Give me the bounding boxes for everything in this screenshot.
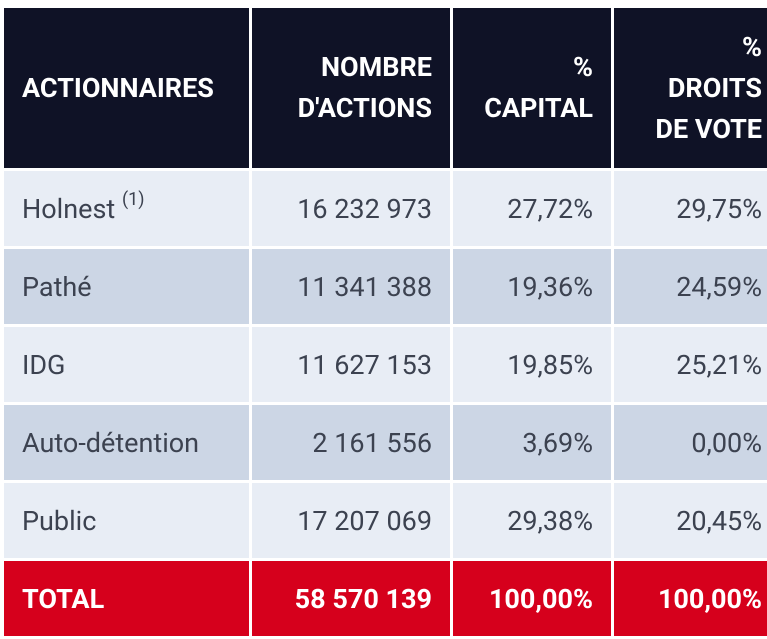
total-row: TOTAL 58 570 139 100,00% 100,00% bbox=[4, 561, 767, 636]
shareholder-name: Holnest bbox=[22, 192, 116, 225]
table-row: Auto-détention 2 161 556 3,69% 0,00% bbox=[4, 405, 767, 480]
header-share-count: NOMBRE D'ACTIONS bbox=[252, 8, 450, 168]
cell-share-count: 2 161 556 bbox=[252, 405, 450, 480]
table-row: Holnest (1) 16 232 973 27,72% 29,75% bbox=[4, 171, 767, 246]
cell-voting-rights: 25,21% bbox=[614, 327, 767, 402]
header-shareholders: ACTIONNAIRES bbox=[4, 8, 249, 168]
shareholders-table: ACTIONNAIRES NOMBRE D'ACTIONS % CAPITAL … bbox=[1, 5, 767, 639]
cell-capital: 19,36% bbox=[453, 249, 611, 324]
cell-share-count: 11 341 388 bbox=[252, 249, 450, 324]
header-voting-line2: DROITS bbox=[667, 71, 762, 104]
table-row: IDG 11 627 153 19,85% 25,21% bbox=[4, 327, 767, 402]
total-share-count: 58 570 139 bbox=[252, 561, 450, 636]
header-voting-line3: DE VOTE bbox=[655, 112, 762, 145]
cell-shareholder: IDG bbox=[4, 327, 249, 402]
header-voting-line1: % bbox=[742, 30, 762, 63]
cell-capital: 3,69% bbox=[453, 405, 611, 480]
header-capital: % CAPITAL bbox=[453, 8, 611, 168]
cell-voting-rights: 24,59% bbox=[614, 249, 767, 324]
cell-shareholder: Auto-détention bbox=[4, 405, 249, 480]
header-shareholders-label: ACTIONNAIRES bbox=[22, 71, 214, 104]
header-voting-rights: % DROITS DE VOTE bbox=[614, 8, 767, 168]
cell-share-count: 17 207 069 bbox=[252, 483, 450, 558]
table-row: Pathé 11 341 388 19,36% 24,59% bbox=[4, 249, 767, 324]
header-share-count-line2: D'ACTIONS bbox=[297, 92, 432, 124]
cell-share-count: 16 232 973 bbox=[252, 171, 450, 246]
total-voting-rights: 100,00% bbox=[614, 561, 767, 636]
cell-shareholder: Holnest (1) bbox=[4, 171, 249, 246]
shareholders-table-container: ACTIONNAIRES NOMBRE D'ACTIONS % CAPITAL … bbox=[1, 5, 767, 639]
cell-shareholder: Public bbox=[4, 483, 249, 558]
footnote-ref: (1) bbox=[121, 188, 145, 210]
cell-voting-rights: 20,45% bbox=[614, 483, 767, 558]
table-row: Public 17 207 069 29,38% 20,45% bbox=[4, 483, 767, 558]
cell-share-count: 11 627 153 bbox=[252, 327, 450, 402]
total-capital: 100,00% bbox=[453, 561, 611, 636]
table-header-row: ACTIONNAIRES NOMBRE D'ACTIONS % CAPITAL … bbox=[4, 8, 767, 168]
cell-voting-rights: 29,75% bbox=[614, 171, 767, 246]
total-label: TOTAL bbox=[4, 561, 249, 636]
header-share-count-line1: NOMBRE bbox=[320, 51, 432, 83]
cell-capital: 19,85% bbox=[453, 327, 611, 402]
cell-capital: 29,38% bbox=[453, 483, 611, 558]
header-capital-line1: % bbox=[573, 51, 593, 83]
cell-capital: 27,72% bbox=[453, 171, 611, 246]
header-capital-line2: CAPITAL bbox=[484, 92, 593, 124]
cell-voting-rights: 0,00% bbox=[614, 405, 767, 480]
cell-shareholder: Pathé bbox=[4, 249, 249, 324]
